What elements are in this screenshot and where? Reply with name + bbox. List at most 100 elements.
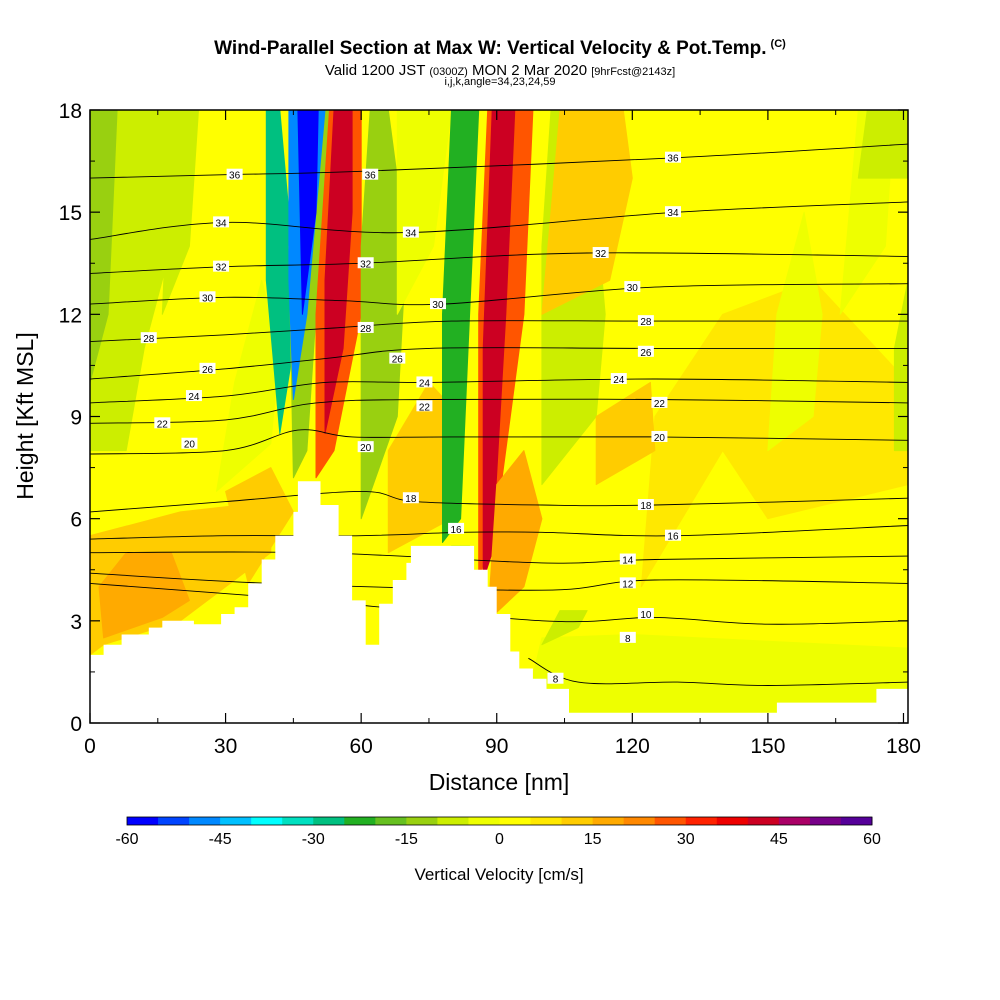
colorbar-swatch: [685, 817, 718, 825]
x-tick-label: 0: [84, 735, 96, 758]
chart-title: Wind-Parallel Section at Max W: Vertical…: [0, 38, 1000, 60]
contour-line: [528, 657, 908, 686]
velocity-region: [324, 110, 353, 434]
y-tick-label: 6: [70, 509, 82, 532]
terrain: [90, 481, 908, 723]
colorbar-swatch: [313, 817, 345, 825]
contour-label: 28: [360, 324, 372, 335]
contour-label-box: [637, 315, 654, 327]
x-tick-label: 180: [886, 735, 921, 758]
colorbar-swatch: [840, 817, 873, 825]
contour-label-box: [154, 417, 171, 429]
contour-label-box: [402, 226, 419, 238]
contour-label-box: [199, 362, 216, 374]
colorbar-swatch: [530, 817, 563, 825]
contour-label-box: [619, 577, 636, 589]
contour-label-box: [651, 396, 668, 408]
contour-line: [90, 490, 908, 513]
colorbar-swatch: [158, 817, 190, 825]
chart-title-text: Wind-Parallel Section at Max W: Vertical…: [214, 38, 767, 59]
contour-label-box: [213, 260, 230, 272]
x-tick-label: 30: [214, 735, 237, 758]
x-tick-label: 90: [485, 735, 508, 758]
colorbar-swatch: [654, 817, 687, 825]
x-axis-title: Distance [nm]: [429, 769, 570, 795]
contour-line: [90, 429, 908, 455]
colorbar-tick-label: 30: [677, 831, 695, 848]
contour-label: 26: [640, 348, 652, 359]
velocity-region: [98, 552, 190, 639]
colorbar-swatch: [437, 817, 469, 825]
contour-label: 16: [451, 525, 463, 536]
colorbar-swatch: [375, 817, 407, 825]
velocity-region: [442, 110, 480, 543]
contour-line: [90, 252, 908, 274]
x-tick-label: 60: [349, 735, 372, 758]
contour-label: 34: [667, 208, 679, 219]
contour-label: 24: [188, 392, 200, 403]
contour-label-box: [199, 291, 216, 303]
contour-label: 20: [184, 440, 196, 451]
contour-label-box: [619, 553, 636, 565]
contour-label-box: [429, 298, 446, 310]
contour-label: 36: [365, 171, 377, 182]
contour-label: 8: [625, 634, 631, 645]
contour-label: 30: [627, 283, 639, 294]
contour-label: 26: [392, 355, 404, 366]
forecast-info: [9hrFcst@2143z]: [591, 66, 676, 78]
colorbar-swatch: [127, 817, 159, 825]
contour-label: 18: [405, 494, 417, 505]
contour-label-box: [181, 437, 198, 449]
y-tick-label: 12: [59, 304, 82, 327]
contour-label-box: [637, 608, 654, 620]
contour-line: [90, 347, 908, 380]
colorbar-swatch: [468, 817, 500, 825]
contour-label: 20: [654, 433, 666, 444]
x-tick-label: 150: [750, 735, 785, 758]
valid-time: Valid 1200 JST: [324, 62, 426, 79]
contour-label-box: [357, 321, 374, 333]
colorbar: -60 -45 -30 -15 0 15 30 45 60: [115, 816, 881, 848]
contour-line: [90, 582, 908, 625]
velocity-region: [487, 450, 543, 622]
colorbar-tick-label: 0: [495, 831, 504, 848]
colorbar-tick-label: 15: [584, 831, 602, 848]
y-tick-label: 9: [70, 407, 82, 430]
contour-line: [90, 551, 908, 564]
contour-label-box: [213, 216, 230, 228]
colorbar-swatch: [592, 817, 625, 825]
contour-label: 34: [405, 229, 417, 240]
contour-labels: 36 36 36 34 34 34 32 32 32 30 30 30 28 28 28 26 26 26 24 24…: [140, 151, 681, 686]
colorbar-swatch: [561, 817, 594, 825]
contour-label-box: [651, 430, 668, 442]
y-axis-title: Height [Kft MSL]: [12, 332, 38, 499]
contour-label: 36: [229, 171, 241, 182]
potential-temperature-contours: [90, 143, 908, 686]
contour-label: 14: [622, 556, 634, 567]
contour-label: 10: [640, 610, 652, 621]
contour-label-box: [592, 247, 609, 259]
contour-label: 32: [595, 249, 607, 260]
contour-label-box: [416, 376, 433, 388]
colorbar-swatch: [499, 817, 532, 825]
contour-label-box: [664, 206, 681, 218]
colorbar-swatch: [251, 817, 283, 825]
contour-label: 26: [202, 365, 214, 376]
contour-label-box: [637, 499, 654, 511]
contour-label-box: [664, 529, 681, 541]
colorbar-swatch: [747, 817, 780, 825]
y-tick-label: 15: [59, 202, 82, 225]
colorbar-swatch: [809, 817, 842, 825]
contour-label: 30: [202, 293, 214, 304]
colorbar-tick-label: -15: [395, 831, 418, 848]
contour-label-box: [185, 390, 202, 402]
velocity-region: [595, 381, 656, 486]
colorbar-frame: [126, 816, 873, 826]
contour-line: [90, 283, 908, 306]
contour-label-box: [140, 332, 157, 344]
contour-label: 8: [553, 675, 559, 686]
contour-line: [90, 398, 908, 424]
copyright-mark: (C): [770, 38, 786, 50]
velocity-region: [767, 211, 823, 452]
